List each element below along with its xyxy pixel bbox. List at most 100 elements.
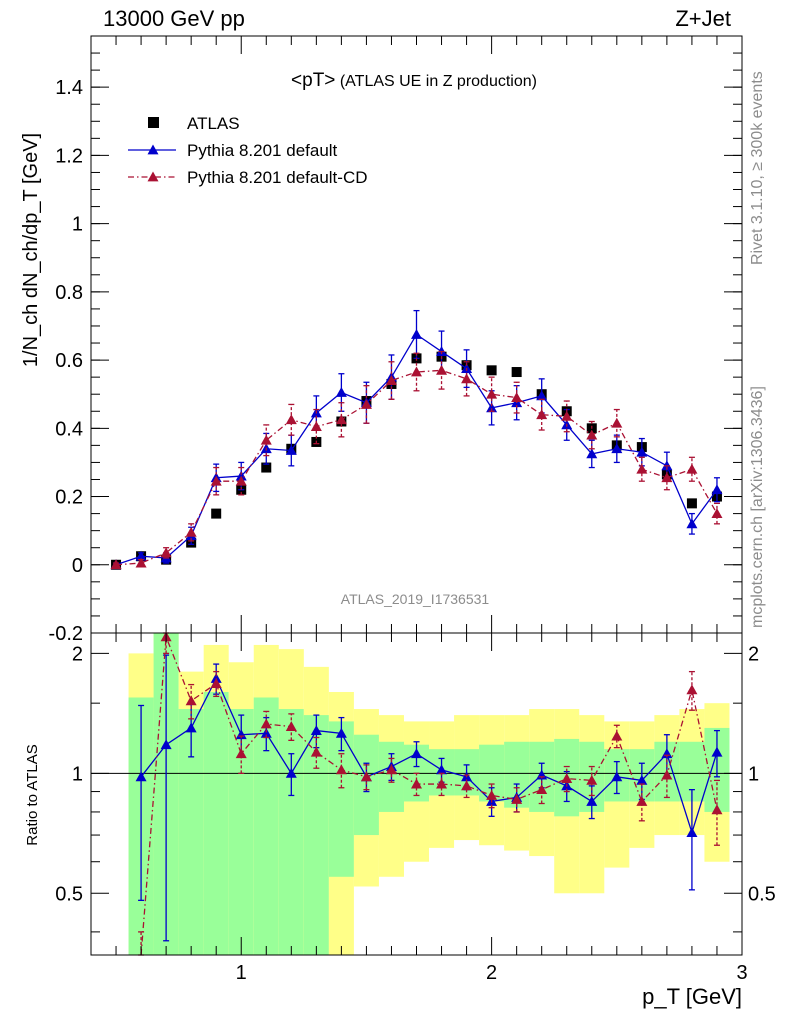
ratio-point bbox=[611, 771, 623, 782]
legend-marker-1 bbox=[147, 144, 159, 155]
main-point bbox=[261, 462, 272, 473]
ratio-point bbox=[436, 764, 448, 775]
main-point bbox=[411, 329, 422, 339]
header-left: 13000 GeV pp bbox=[103, 6, 245, 31]
main-point bbox=[160, 547, 172, 558]
ratio-point bbox=[185, 695, 197, 706]
main-point bbox=[385, 375, 397, 385]
analysis-id: ATLAS_2019_I1736531 bbox=[341, 591, 490, 607]
legend-label-2: Pythia 8.201 default-CD bbox=[187, 168, 368, 187]
main-ylabel: 1/N_ch dN_ch/dp_T [GeV] bbox=[20, 133, 42, 367]
main-ytick-label-3: 0.4 bbox=[55, 418, 83, 440]
main-point bbox=[686, 518, 698, 529]
main-point bbox=[536, 390, 548, 401]
main-title: <pT> (ATLAS UE in Z production) bbox=[291, 70, 537, 91]
main-point bbox=[711, 484, 723, 495]
ratio-point bbox=[185, 722, 197, 733]
x-tick-label-1: 2 bbox=[486, 962, 497, 984]
ratio-point bbox=[285, 767, 297, 778]
main-ytick-label-2: 0.2 bbox=[55, 487, 83, 509]
main-point bbox=[611, 417, 623, 428]
main-point bbox=[185, 526, 197, 537]
ratio-point bbox=[385, 764, 397, 775]
main-point bbox=[110, 559, 122, 570]
ratio-frame bbox=[90, 632, 743, 956]
main-point bbox=[711, 508, 723, 518]
ratio-point bbox=[586, 795, 598, 806]
main-series-1 bbox=[110, 309, 723, 570]
main-point bbox=[561, 410, 573, 421]
main-point bbox=[285, 414, 297, 425]
ratio-point bbox=[486, 789, 498, 800]
ratio-series-1 bbox=[138, 631, 723, 956]
main-ytick-label-4: 0.6 bbox=[55, 350, 83, 372]
ratio-point bbox=[260, 727, 272, 738]
main-point bbox=[636, 463, 648, 474]
main-panel: -0.2 0 0.2 0.4 0.6 0.8 1 1.2 1.4 <pT> (ATLAS UE … bbox=[20, 35, 743, 645]
main-point bbox=[686, 498, 697, 509]
main-point bbox=[135, 550, 147, 561]
ratio-point bbox=[310, 746, 322, 757]
main-point bbox=[235, 475, 247, 486]
ratio-panel: 0.5 0.5 1 1 2 2 1 2 3 Ratio to ATLAS p_T [GeV] bbox=[24, 631, 776, 1009]
ratio-point bbox=[561, 773, 573, 784]
ratio-point bbox=[536, 784, 548, 795]
ratio-point bbox=[636, 774, 648, 785]
main-series-2 bbox=[110, 350, 723, 570]
ratio-point bbox=[210, 672, 222, 683]
main-point bbox=[335, 414, 347, 425]
main-point bbox=[436, 364, 448, 375]
ratio-point bbox=[360, 771, 372, 782]
legend: ATLAS Pythia 8.201 default Pythia 8.201 de… bbox=[128, 114, 368, 187]
main-point bbox=[210, 475, 222, 486]
mcplots-label: mcplots.cern.ch [arXiv:1306.3436] bbox=[749, 386, 766, 628]
main-point bbox=[486, 388, 498, 399]
ratio-point bbox=[511, 793, 523, 804]
main-ytick-label-0: -0.2 bbox=[49, 623, 83, 645]
rivet-label: Rivet 3.1.10, ≥ 300k events bbox=[749, 71, 766, 265]
main-point bbox=[511, 392, 523, 403]
ratio-point bbox=[310, 725, 322, 736]
main-point bbox=[335, 386, 347, 397]
ratio-point bbox=[260, 718, 272, 729]
main-point bbox=[235, 470, 247, 481]
ratio-point bbox=[210, 678, 222, 688]
main-point bbox=[260, 434, 272, 445]
main-point bbox=[686, 463, 698, 474]
ratio-point bbox=[711, 746, 723, 757]
ratio-series-line bbox=[140, 676, 718, 835]
main-point bbox=[586, 429, 598, 440]
main-ytick-label-5: 0.8 bbox=[55, 282, 83, 304]
main-point bbox=[486, 365, 497, 376]
ratio-ytick-label-left-1: 1 bbox=[72, 763, 83, 785]
ratio-ylabel: Ratio to ATLAS bbox=[24, 744, 41, 845]
ratio-point bbox=[335, 727, 347, 738]
main-point bbox=[486, 402, 498, 413]
main-point bbox=[586, 448, 598, 459]
x-axis-label: p_T [GeV] bbox=[642, 984, 742, 1009]
ratio-point bbox=[586, 774, 598, 785]
ratio-point bbox=[335, 764, 347, 775]
legend-marker-2 bbox=[147, 171, 159, 182]
main-point bbox=[285, 444, 297, 455]
main-point bbox=[511, 367, 522, 378]
main-ytick-label-1: 0 bbox=[72, 555, 83, 577]
ratio-point bbox=[411, 748, 422, 759]
ratio-point bbox=[235, 748, 247, 759]
x-tick-label-0: 1 bbox=[236, 962, 247, 984]
ratio-series-line bbox=[140, 636, 718, 956]
ratio-point bbox=[285, 721, 297, 732]
ratio-ytick-label-right-2: 2 bbox=[748, 643, 759, 665]
main-point bbox=[461, 373, 473, 384]
legend-label-0: ATLAS bbox=[187, 114, 240, 133]
main-point bbox=[661, 472, 673, 483]
main-point bbox=[636, 446, 648, 457]
main-point bbox=[360, 398, 372, 409]
ratio-ytick-label-right-1: 1 bbox=[748, 763, 759, 785]
ratio-point bbox=[436, 778, 448, 789]
ratio-band-green bbox=[203, 691, 229, 955]
ratio-point bbox=[611, 730, 623, 741]
ratio-point bbox=[686, 684, 698, 695]
ratio-point bbox=[686, 827, 698, 837]
main-ytick-label-8: 1.4 bbox=[55, 77, 83, 99]
